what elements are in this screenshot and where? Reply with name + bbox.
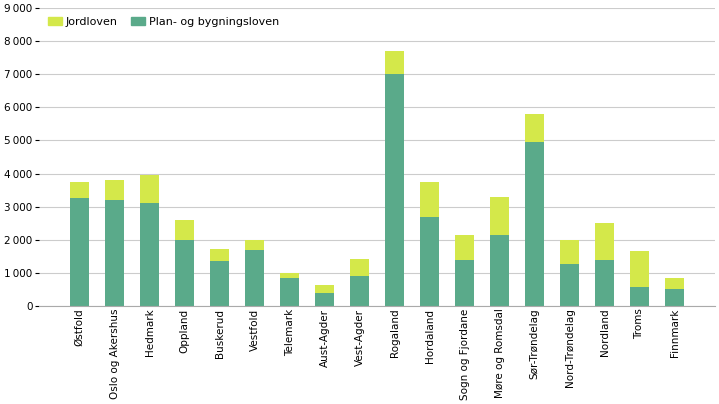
Bar: [210, 261, 229, 306]
Bar: [665, 289, 684, 306]
Bar: [385, 74, 404, 306]
Bar: [455, 235, 475, 259]
Bar: [420, 217, 439, 306]
Bar: [280, 278, 299, 306]
Bar: [140, 175, 160, 203]
Bar: [630, 251, 649, 287]
Bar: [525, 114, 544, 142]
Bar: [175, 221, 194, 240]
Bar: [105, 200, 124, 306]
Bar: [630, 287, 649, 306]
Bar: [665, 278, 684, 289]
Bar: [525, 142, 544, 306]
Bar: [350, 259, 370, 276]
Bar: [595, 259, 614, 306]
Bar: [70, 198, 89, 306]
Bar: [455, 259, 475, 306]
Legend: Jordloven, Plan- og bygningsloven: Jordloven, Plan- og bygningsloven: [45, 14, 283, 30]
Bar: [315, 285, 334, 292]
Bar: [490, 197, 509, 235]
Bar: [105, 180, 124, 200]
Bar: [315, 292, 334, 306]
Bar: [385, 51, 404, 74]
Bar: [245, 250, 265, 306]
Bar: [560, 265, 580, 306]
Bar: [210, 248, 229, 261]
Bar: [420, 182, 439, 217]
Bar: [280, 273, 299, 278]
Bar: [70, 182, 89, 198]
Bar: [595, 223, 614, 259]
Bar: [490, 235, 509, 306]
Bar: [245, 240, 265, 250]
Bar: [140, 203, 160, 306]
Bar: [350, 276, 370, 306]
Bar: [560, 240, 580, 265]
Bar: [175, 240, 194, 306]
